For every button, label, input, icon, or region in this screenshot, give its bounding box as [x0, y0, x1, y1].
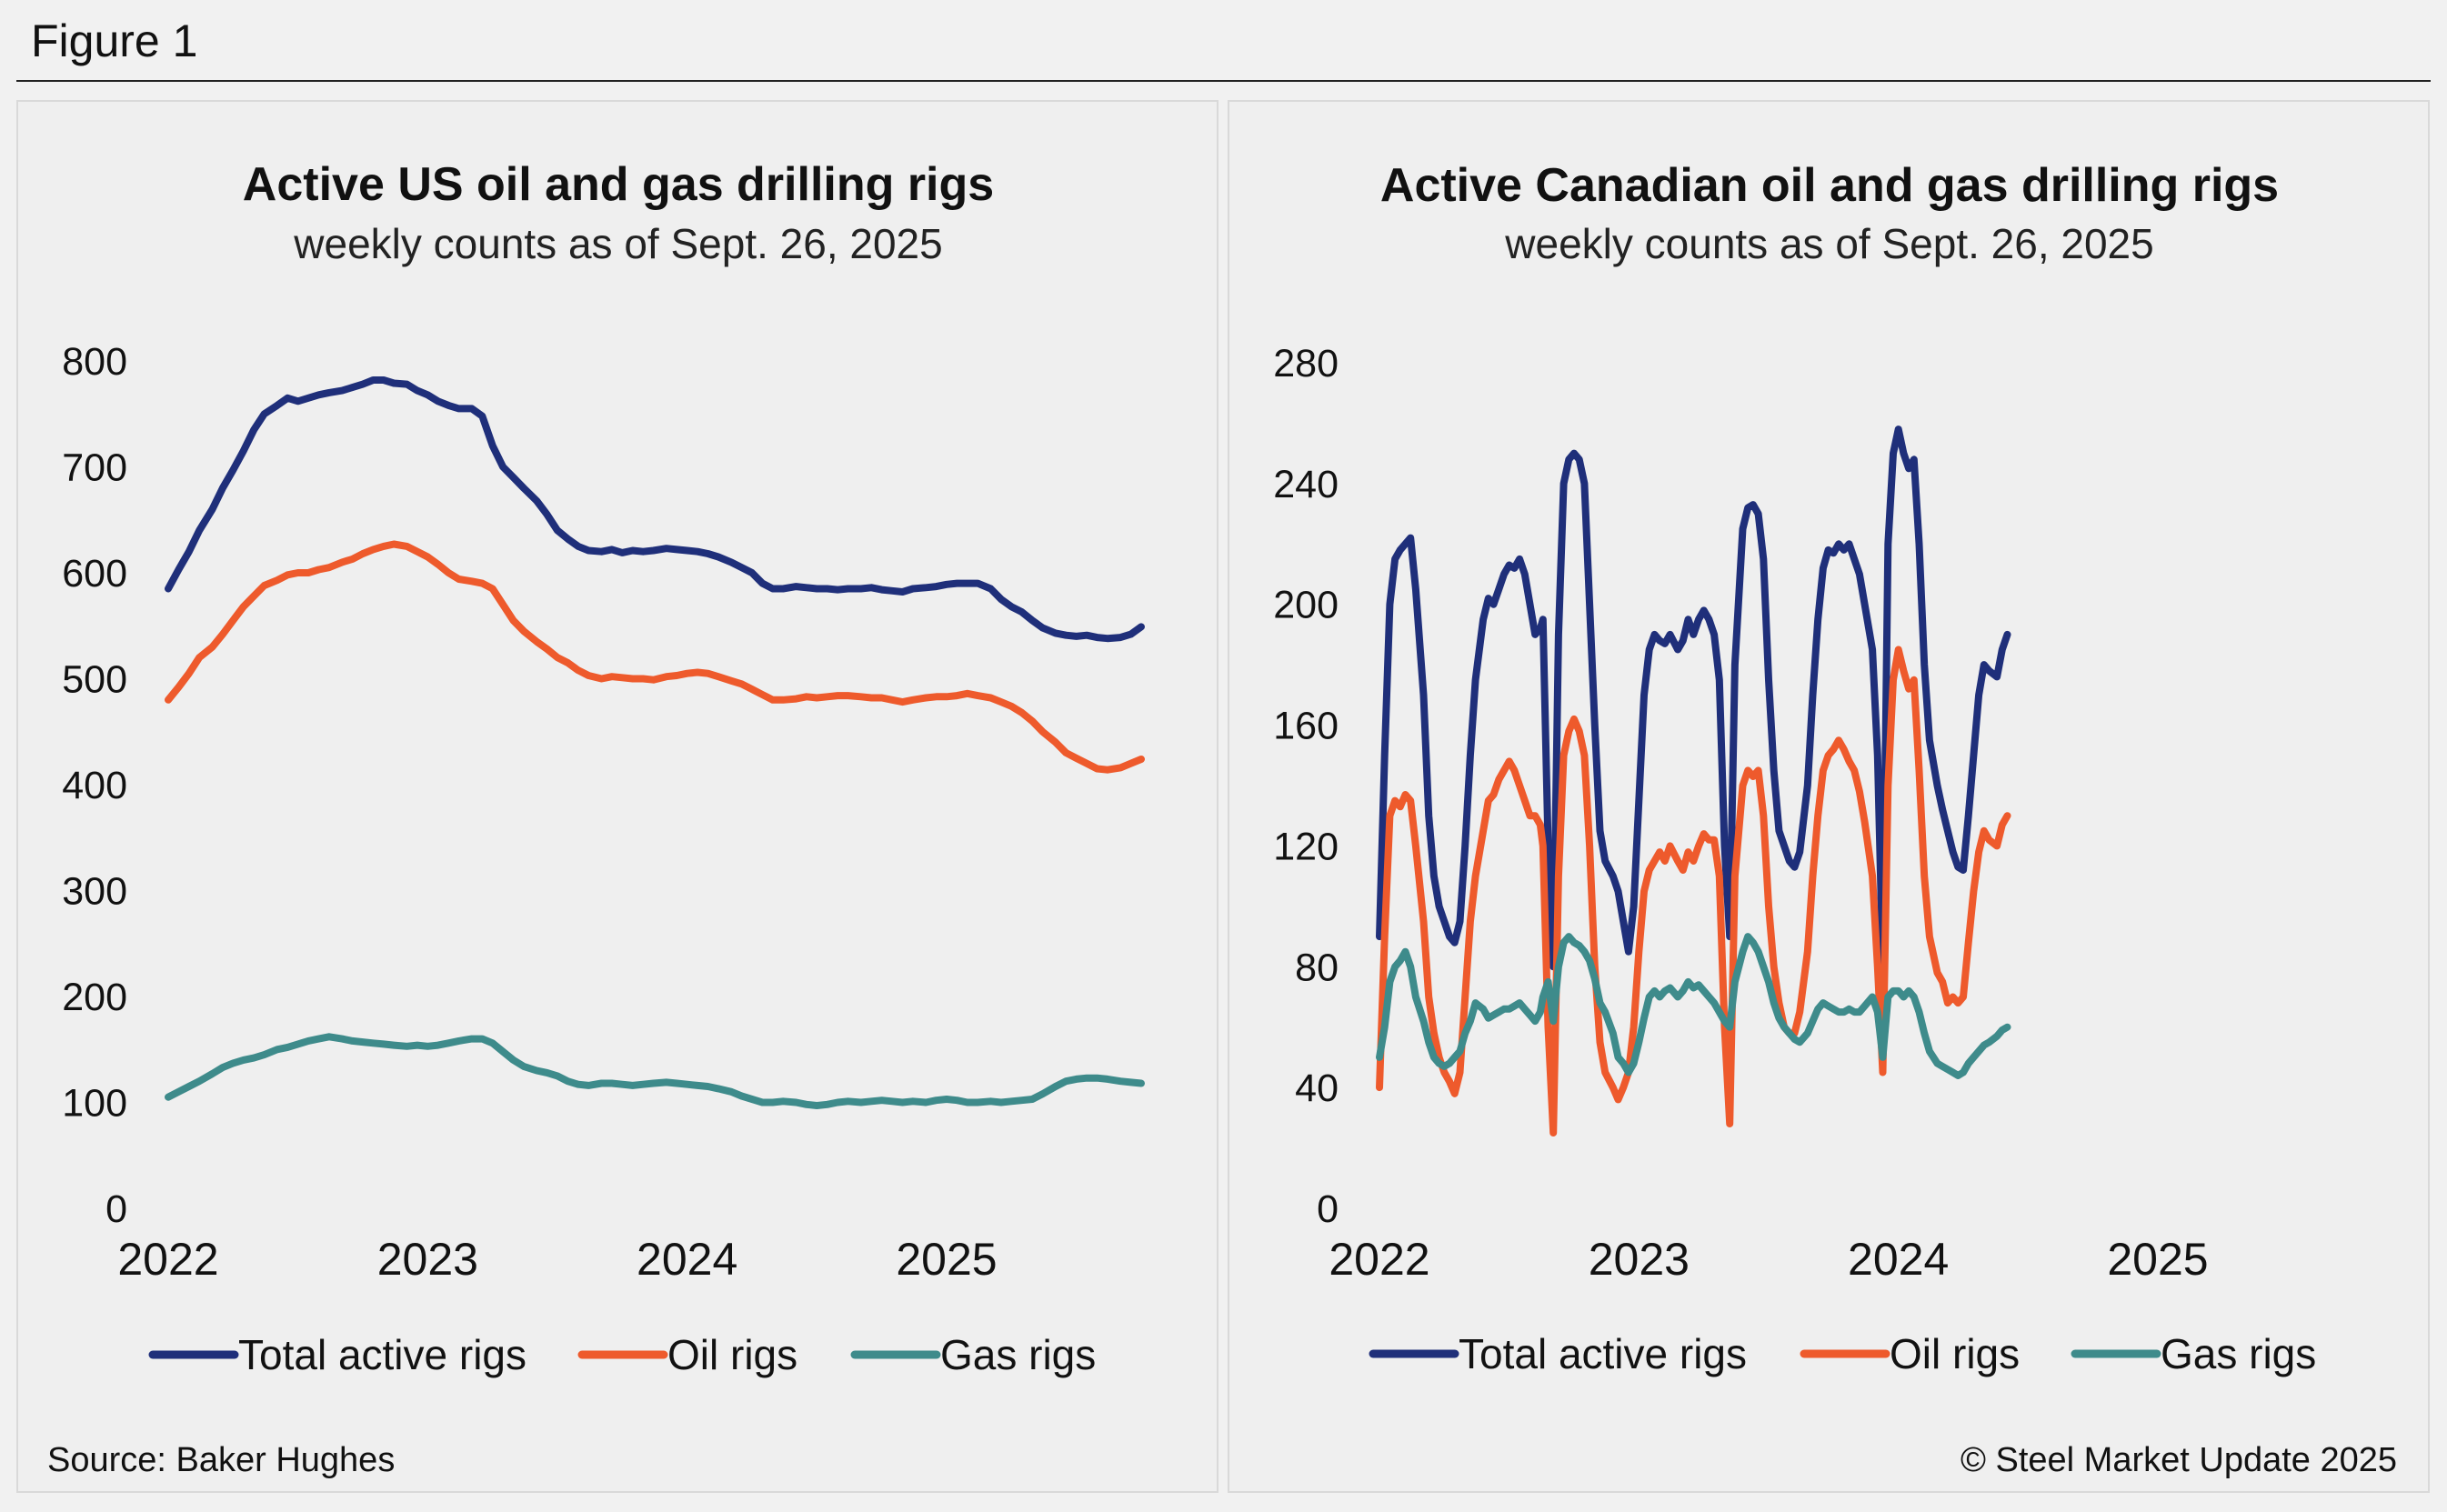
legend-item: Total active rigs	[1369, 1330, 1747, 1377]
legend-item: Total active rigs	[148, 1331, 527, 1378]
y-tick-label: 80	[1295, 946, 1339, 989]
legend-item: Oil rigs	[577, 1331, 797, 1378]
series-line-total-active-rigs	[1376, 426, 2011, 971]
series-line-total-active-rigs	[165, 376, 1145, 643]
series-line-gas-rigs	[165, 1033, 1145, 1109]
y-tick-label: 280	[1273, 342, 1339, 386]
y-tick-label: 100	[62, 1082, 127, 1126]
canada-rigs-chart-panel: Active Canadian oil and gas drilling rig…	[1228, 100, 2430, 1493]
series-line-oil-rigs	[1376, 646, 2011, 1137]
y-tick-label: 600	[62, 552, 127, 596]
legend-item: Gas rigs	[850, 1331, 1096, 1378]
x-tick-label: 2023	[377, 1234, 478, 1285]
y-tick-label: 800	[62, 340, 127, 384]
y-tick-label: 700	[62, 446, 127, 490]
series-line-gas-rigs	[1376, 933, 2011, 1079]
chart-subtitle: weekly counts as of Sept. 26, 2025	[1504, 220, 2153, 267]
figure-header: Figure 1	[16, 0, 2431, 82]
x-tick-label: 2025	[2107, 1234, 2208, 1285]
canada-rigs-chart: Active Canadian oil and gas drilling rig…	[1273, 159, 2316, 1377]
x-tick-label: 2025	[896, 1234, 997, 1285]
legend-label: Gas rigs	[940, 1331, 1096, 1378]
legend-label: Oil rigs	[1890, 1330, 2020, 1377]
y-tick-label: 300	[62, 870, 127, 914]
x-tick-label: 2023	[1589, 1234, 1690, 1285]
legend-label: Gas rigs	[2161, 1330, 2316, 1377]
us-rigs-chart: Active US oil and gas drilling rigs weekl…	[62, 158, 1145, 1378]
legend-item: Gas rigs	[2071, 1330, 2316, 1377]
source-note: Source: Baker Hughes	[47, 1441, 396, 1479]
y-tick-label: 120	[1273, 825, 1339, 868]
y-tick-label: 240	[1273, 463, 1339, 506]
y-tick-label: 200	[62, 976, 127, 1019]
y-tick-label: 200	[1273, 584, 1339, 627]
copyright-note: © Steel Market Update 2025	[1960, 1441, 2397, 1479]
chart-subtitle: weekly counts as of Sept. 26, 2025	[293, 220, 942, 267]
chart-title: Active US oil and gas drilling rigs	[243, 158, 994, 211]
legend-label: Total active rigs	[1459, 1330, 1747, 1377]
chart-title: Active Canadian oil and gas drilling rig…	[1380, 159, 2279, 212]
y-tick-label: 500	[62, 658, 127, 702]
us-rigs-chart-panel: Active US oil and gas drilling rigs weekl…	[16, 100, 1218, 1493]
y-tick-label: 0	[1317, 1187, 1339, 1231]
y-tick-label: 160	[1273, 705, 1339, 748]
x-tick-label: 2022	[1329, 1234, 1429, 1285]
series-line-oil-rigs	[165, 540, 1145, 774]
x-tick-label: 2022	[117, 1234, 218, 1285]
legend-label: Oil rigs	[667, 1331, 797, 1378]
figure-label: Figure 1	[31, 15, 198, 66]
x-tick-label: 2024	[1848, 1234, 1949, 1285]
legend-label: Total active rigs	[238, 1331, 527, 1378]
x-tick-label: 2024	[637, 1234, 737, 1285]
legend-item: Oil rigs	[1800, 1330, 2020, 1377]
y-tick-label: 40	[1295, 1066, 1339, 1110]
y-tick-label: 0	[105, 1187, 127, 1231]
y-tick-label: 400	[62, 764, 127, 807]
